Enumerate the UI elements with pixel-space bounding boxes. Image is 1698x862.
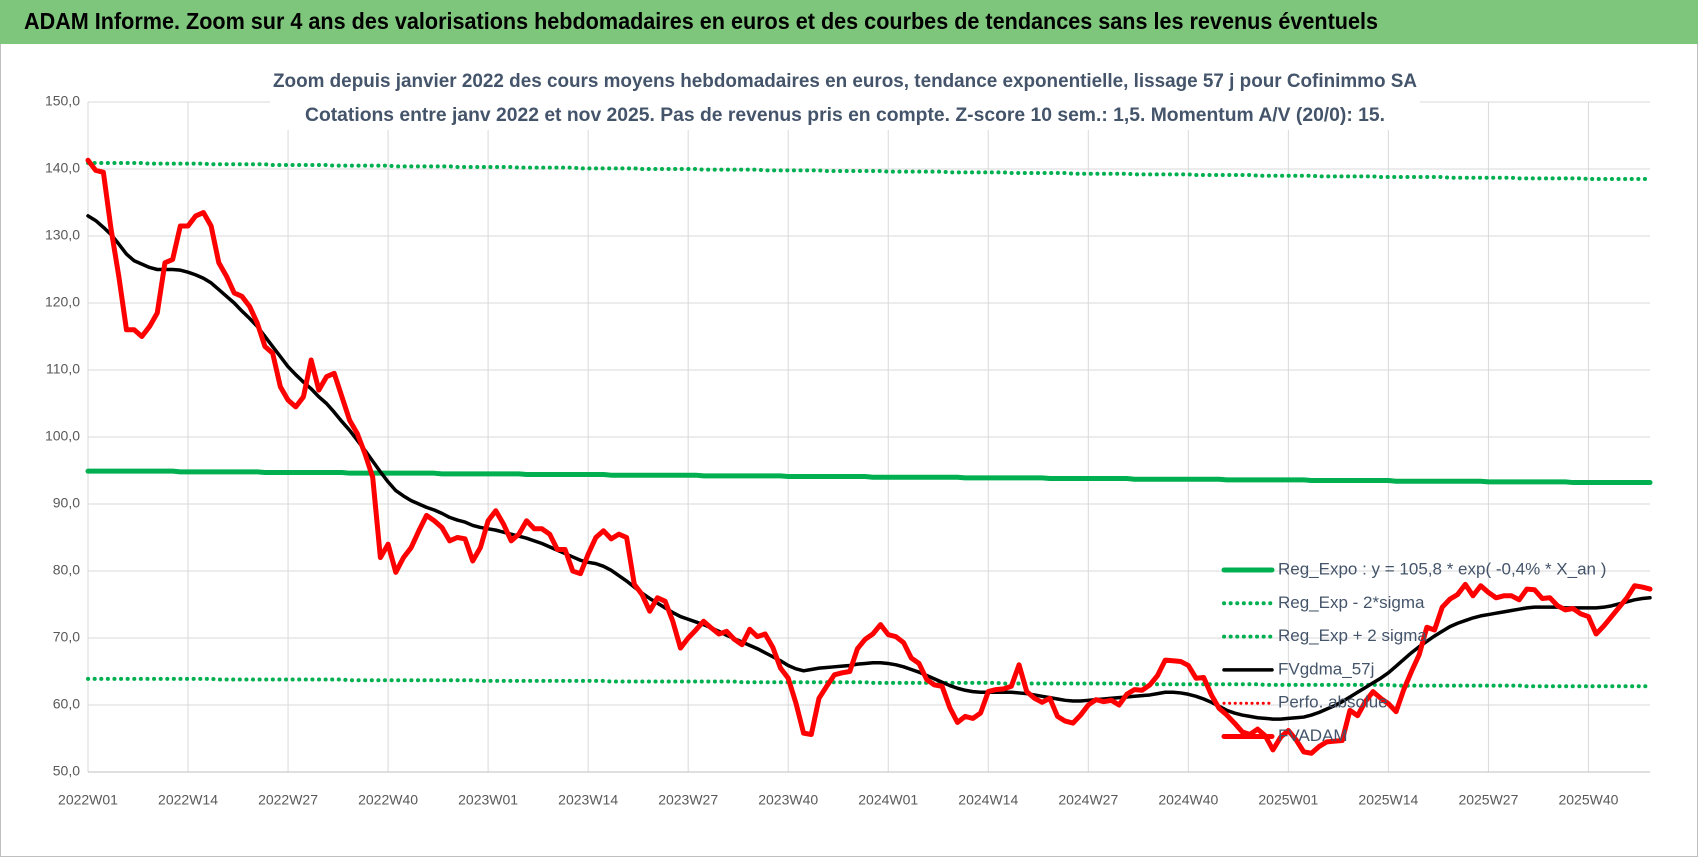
y-tick-label: 60,0 xyxy=(53,696,80,712)
y-tick-label: 80,0 xyxy=(53,562,80,578)
legend-label: Perfo. absolue xyxy=(1278,693,1388,712)
series-line xyxy=(86,160,1652,182)
series-line xyxy=(85,157,1653,756)
legend-label: FVgdma_57j xyxy=(1278,659,1374,678)
x-tick-label: 2025W40 xyxy=(1558,792,1618,808)
y-tick-label: 140,0 xyxy=(45,160,80,176)
x-tick-label: 2022W01 xyxy=(58,792,118,808)
y-tick-label: 150,0 xyxy=(45,93,80,109)
header-bar xyxy=(0,0,1698,44)
header-title: ADAM Informe. Zoom sur 4 ans des valoris… xyxy=(24,8,1378,34)
x-tick-label: 2022W40 xyxy=(358,792,418,808)
chart-subtitle: Cotations entre janv 2022 et nov 2025. P… xyxy=(305,105,1385,126)
x-tick-label: 2023W01 xyxy=(458,792,518,808)
x-tick-label: 2024W27 xyxy=(1058,792,1118,808)
series-line xyxy=(86,214,1652,721)
y-tick-label: 50,0 xyxy=(53,763,80,779)
title-background xyxy=(270,66,1420,130)
x-tick-label: 2023W27 xyxy=(658,792,718,808)
chart-title: Zoom depuis janvier 2022 des cours moyen… xyxy=(273,71,1417,92)
series-line xyxy=(85,468,1653,486)
x-tick-label: 2022W14 xyxy=(158,792,218,808)
y-tick-label: 130,0 xyxy=(45,227,80,243)
y-tick-label: 110,0 xyxy=(46,361,80,377)
x-tick-label: 2023W40 xyxy=(758,792,818,808)
y-tick-label: 100,0 xyxy=(45,428,80,444)
legend-label: FVADAM xyxy=(1278,726,1348,745)
x-tick-label: 2024W14 xyxy=(958,792,1018,808)
x-tick-label: 2024W01 xyxy=(858,792,918,808)
x-tick-label: 2022W27 xyxy=(258,792,318,808)
x-tick-label: 2025W27 xyxy=(1458,792,1518,808)
legend-label: Reg_Expo : y = 105,8 * exp( -0,4% * X_an… xyxy=(1278,559,1606,578)
plot-area: 50,0 60,0 70,0 80,0 90,0 100,0 110,0 120,0 130,0… xyxy=(45,93,1653,808)
legend-label: Reg_Exp - 2*sigma xyxy=(1278,593,1425,612)
x-tick-label: 2024W40 xyxy=(1158,792,1218,808)
legend: Reg_Expo : y = 105,8 * exp( -0,4% * X_an… xyxy=(1221,559,1606,745)
series-line xyxy=(86,676,1652,689)
x-tick-label: 2025W01 xyxy=(1258,792,1318,808)
legend-label: Reg_Exp + 2 sigma xyxy=(1278,626,1427,645)
x-tick-label: 2023W14 xyxy=(558,792,618,808)
y-tick-label: 90,0 xyxy=(53,495,80,511)
x-tick-label: 2025W14 xyxy=(1358,792,1418,808)
y-tick-label: 70,0 xyxy=(53,629,80,645)
y-tick-label: 120,0 xyxy=(45,294,80,310)
